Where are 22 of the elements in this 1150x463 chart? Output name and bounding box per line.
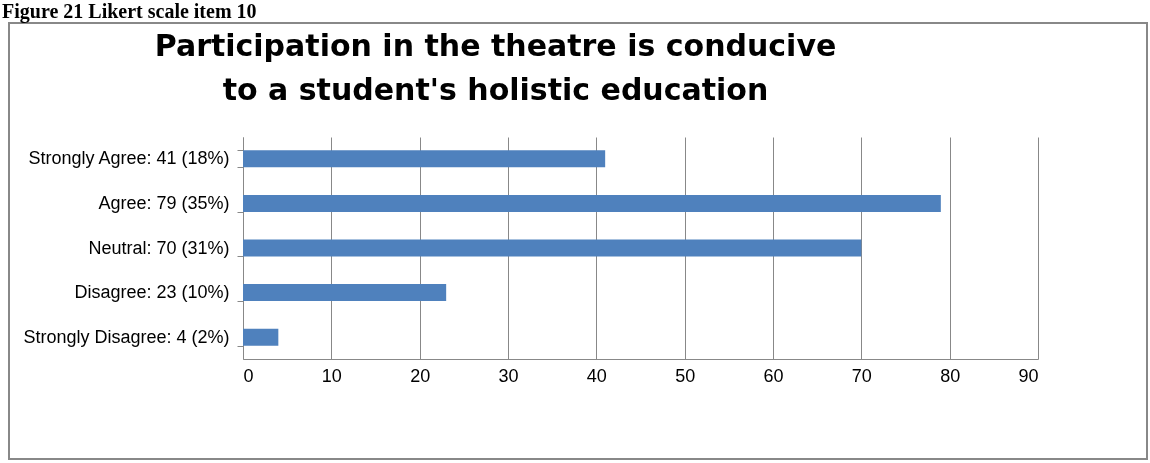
bar <box>243 150 606 168</box>
bar <box>243 328 279 346</box>
x-tick-label: 10 <box>321 365 342 386</box>
y-tick-label: Agree: 79 (35%) <box>98 192 230 213</box>
y-tick-label: Neutral: 70 (31%) <box>88 237 230 258</box>
y-tick-label: Disagree: 23 (10%) <box>74 282 230 303</box>
bar <box>243 194 941 212</box>
chart-title: Participation in the theatre is conducive to a student's holistic education <box>154 28 837 107</box>
x-tick-label: 30 <box>498 365 519 386</box>
bar <box>243 284 447 302</box>
x-tick-label: 0 <box>243 365 254 386</box>
x-tick-label: 90 <box>1018 365 1039 386</box>
x-tick-label: 50 <box>675 365 696 386</box>
x-tick-label: 70 <box>851 365 872 386</box>
x-tick-label: 20 <box>410 365 431 386</box>
caption: Figure 21 Likert scale item 10 <box>1 0 258 22</box>
y-tick-label: Strongly Disagree: 4 (2%) <box>23 326 230 347</box>
bar <box>243 239 862 257</box>
y-tick-label: Strongly Agree: 41 (18%) <box>28 148 230 169</box>
x-tick-label: 40 <box>586 365 607 386</box>
x-tick-label: 60 <box>763 365 784 386</box>
x-tick-label: 80 <box>940 365 961 386</box>
